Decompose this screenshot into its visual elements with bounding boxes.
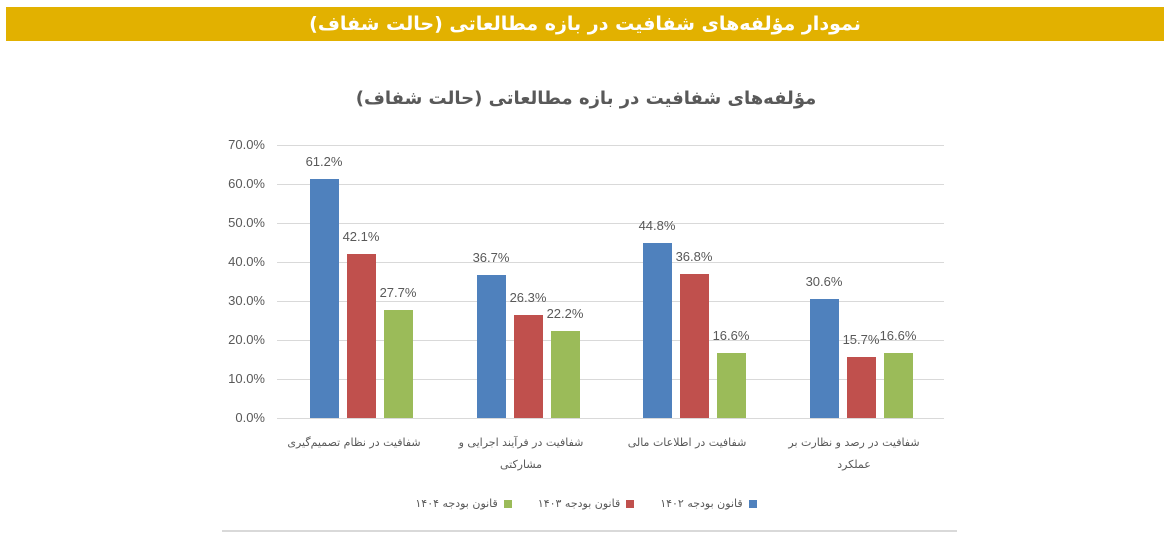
bar (717, 353, 746, 418)
data-label: 42.1% (342, 228, 380, 244)
data-label: 22.2% (546, 306, 584, 322)
data-label: 16.6% (879, 328, 917, 344)
data-label: 44.8% (638, 218, 676, 234)
bar (514, 315, 543, 418)
y-tick-label: 0.0% (235, 410, 265, 425)
gridline (277, 340, 944, 341)
bar (384, 309, 413, 418)
data-label: 36.7% (472, 249, 510, 265)
legend-swatch-icon (748, 499, 757, 508)
gridline (277, 145, 944, 146)
bar (477, 274, 506, 418)
gridline (277, 262, 944, 263)
bar (810, 298, 839, 418)
legend-item: قانون بودجه ۱۴۰۴ (415, 497, 512, 510)
y-tick-label: 20.0% (228, 332, 265, 347)
category-label: شفافیت در فرآیند اجرایی و مشارکتی (458, 436, 584, 471)
bar (680, 274, 709, 418)
legend-swatch-icon (503, 499, 512, 508)
y-tick-label: 40.0% (228, 254, 265, 269)
y-tick-label: 50.0% (228, 215, 265, 230)
gridline (277, 223, 944, 224)
divider (222, 530, 957, 532)
data-label: 26.3% (509, 290, 547, 306)
data-label: 61.2% (305, 154, 343, 170)
data-label: 30.6% (805, 273, 843, 289)
data-label: 16.6% (712, 328, 750, 344)
data-label: 15.7% (842, 331, 880, 347)
category-label: شفافیت در نظام تصمیم‌گیری (287, 436, 421, 449)
y-tick-label: 60.0% (228, 176, 265, 191)
data-label: 27.7% (379, 284, 417, 300)
bar (643, 243, 672, 418)
y-tick-label: 10.0% (228, 371, 265, 386)
legend-label: قانون بودجه ۱۴۰۳ (537, 497, 621, 510)
data-label: 36.8% (675, 249, 713, 265)
legend-label: قانون بودجه ۱۴۰۲ (660, 497, 743, 510)
gridline (277, 379, 944, 380)
category-label: شفافیت در رصد و نظارت بر عملکرد (788, 436, 920, 471)
chart-legend: قانون بودجه ۱۴۰۲ قانون بودجه ۱۴۰۳ قانون بو… (0, 497, 1172, 510)
bar (847, 356, 876, 418)
legend-item: قانون بودجه ۱۴۰۳ (537, 497, 635, 510)
category-label: شفافیت در اطلاعات مالی (627, 436, 747, 449)
bar (310, 179, 339, 418)
bar (884, 353, 913, 418)
header-banner: نمودار مؤلفه‌های شفافیت در بازه مطالعاتی… (6, 7, 1164, 41)
gridline (277, 184, 944, 185)
bar (347, 253, 376, 418)
y-tick-label: 30.0% (228, 293, 265, 308)
gridline (277, 301, 944, 302)
bar (551, 331, 580, 418)
gridline (277, 418, 944, 419)
y-tick-label: 70.0% (228, 137, 265, 152)
chart-title: مؤلفه‌های شفافیت در بازه مطالعاتی (حالت … (355, 88, 817, 109)
legend-swatch-icon (626, 499, 635, 508)
legend-label: قانون بودجه ۱۴۰۴ (415, 497, 498, 510)
banner-title: نمودار مؤلفه‌های شفافیت در بازه مطالعاتی… (309, 13, 861, 35)
legend-item: قانون بودجه ۱۴۰۲ (660, 497, 757, 510)
